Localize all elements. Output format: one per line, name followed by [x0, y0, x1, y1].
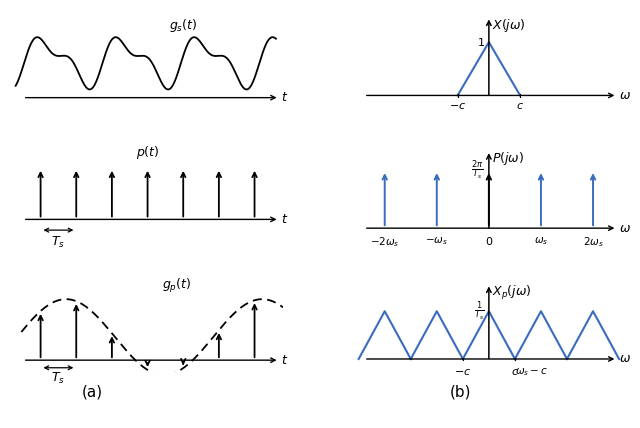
Text: $\omega_s$: $\omega_s$ — [534, 235, 548, 247]
Text: (a): (a) — [82, 384, 104, 399]
Text: (b): (b) — [450, 384, 472, 399]
Text: $-\omega_s$: $-\omega_s$ — [426, 235, 448, 247]
Text: $\frac{1}{T_s}$: $\frac{1}{T_s}$ — [474, 300, 484, 323]
Text: $\omega$: $\omega$ — [619, 222, 631, 235]
Text: $\frac{2\pi}{T_s}$: $\frac{2\pi}{T_s}$ — [471, 159, 484, 182]
Text: $\omega_s - c$: $\omega_s - c$ — [515, 367, 548, 378]
Text: $\omega$: $\omega$ — [619, 89, 631, 102]
Text: $0$: $0$ — [484, 235, 493, 247]
Text: $2\omega_s$: $2\omega_s$ — [582, 235, 604, 249]
Text: $c$: $c$ — [516, 101, 524, 111]
Text: $g_p(t)$: $g_p(t)$ — [162, 276, 191, 294]
Text: $p(t)$: $p(t)$ — [136, 144, 159, 161]
Text: $t$: $t$ — [281, 354, 289, 367]
Text: $\omega$: $\omega$ — [619, 353, 631, 366]
Text: $t$: $t$ — [281, 91, 289, 104]
Text: $-2\omega_s$: $-2\omega_s$ — [370, 235, 399, 249]
Text: $T_s$: $T_s$ — [51, 235, 65, 250]
Text: $c$: $c$ — [511, 367, 519, 377]
Text: $-c$: $-c$ — [454, 367, 472, 377]
Text: $X(j\omega)$: $X(j\omega)$ — [492, 17, 526, 33]
Text: $t$: $t$ — [281, 213, 289, 226]
Text: $X_p(j\omega)$: $X_p(j\omega)$ — [492, 283, 532, 301]
Text: $1$: $1$ — [477, 36, 484, 48]
Text: $-c$: $-c$ — [449, 101, 467, 111]
Text: $T_s$: $T_s$ — [51, 371, 65, 386]
Text: $P(j\omega)$: $P(j\omega)$ — [492, 150, 525, 167]
Text: $g_s(t)$: $g_s(t)$ — [169, 17, 197, 34]
